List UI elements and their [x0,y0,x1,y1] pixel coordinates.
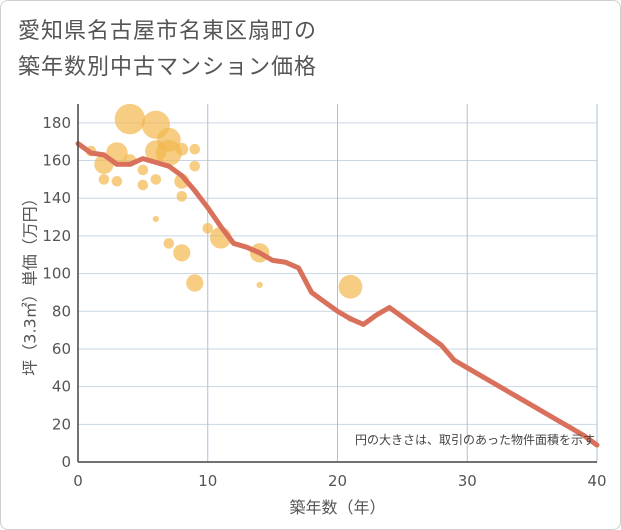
bubble-point-23 [202,223,214,234]
y-tick-label-9: 180 [42,114,71,132]
bubble-point-22 [186,274,204,292]
y-tick-label-6: 120 [42,227,71,245]
chart-title: 愛知県名古屋市名東区扇町の 築年数別中古マンション価格 [18,14,317,86]
y-tick-label-4: 80 [52,302,71,320]
chart-title-line2: 築年数別中古マンション価格 [18,55,318,80]
y-tick-label-5: 100 [42,265,71,283]
x-tick-label-1: 10 [198,472,217,490]
bubble-point-20 [189,143,201,155]
price-trend-line-0 [75,141,600,448]
x-tick-label-2: 20 [328,472,347,490]
bubble-point-4 [111,175,123,187]
x-tick-label-3: 30 [458,472,477,490]
bubble-point-7 [137,164,149,176]
bubble-point-14 [155,139,182,166]
chart-title-line1: 愛知県名古屋市名東区扇町の [18,19,318,44]
bubble-point-11 [150,174,162,185]
x-axis-label: 築年数（年） [289,498,385,517]
bubble-point-26 [256,281,263,288]
bubble-point-15 [163,238,175,249]
bubble-layer [85,103,363,322]
bubble-point-5 [114,103,146,135]
y-tick-label-1: 20 [52,415,71,433]
tick-labels: 0 20 40 60 80 100 120 140 160 180 0 10 20 30 40 [42,114,606,490]
size-legend-note: 円の大きさは、取引のあった物件面積を示す [355,432,595,447]
price-line-layer [75,141,600,448]
bubble-point-18 [176,191,188,202]
y-tick-label-2: 40 [52,378,71,396]
bubble-point-8 [137,179,149,191]
y-axis-label: 坪（3.3㎡）単価（万円） [21,190,40,375]
y-tick-label-8: 160 [42,152,71,170]
bubble-point-21 [189,160,201,172]
x-tick-label-0: 0 [73,472,83,490]
bubble-point-12 [152,215,159,223]
bubble-point-27 [338,274,363,299]
y-tick-label-3: 60 [52,340,71,358]
bubble-point-2 [98,174,110,185]
bubble-point-19 [173,244,191,262]
axes [77,104,597,463]
bubble-point-16 [175,142,189,156]
x-tick-label-4: 40 [587,472,606,490]
y-tick-label-0: 0 [61,453,71,471]
y-tick-label-7: 140 [42,189,71,207]
